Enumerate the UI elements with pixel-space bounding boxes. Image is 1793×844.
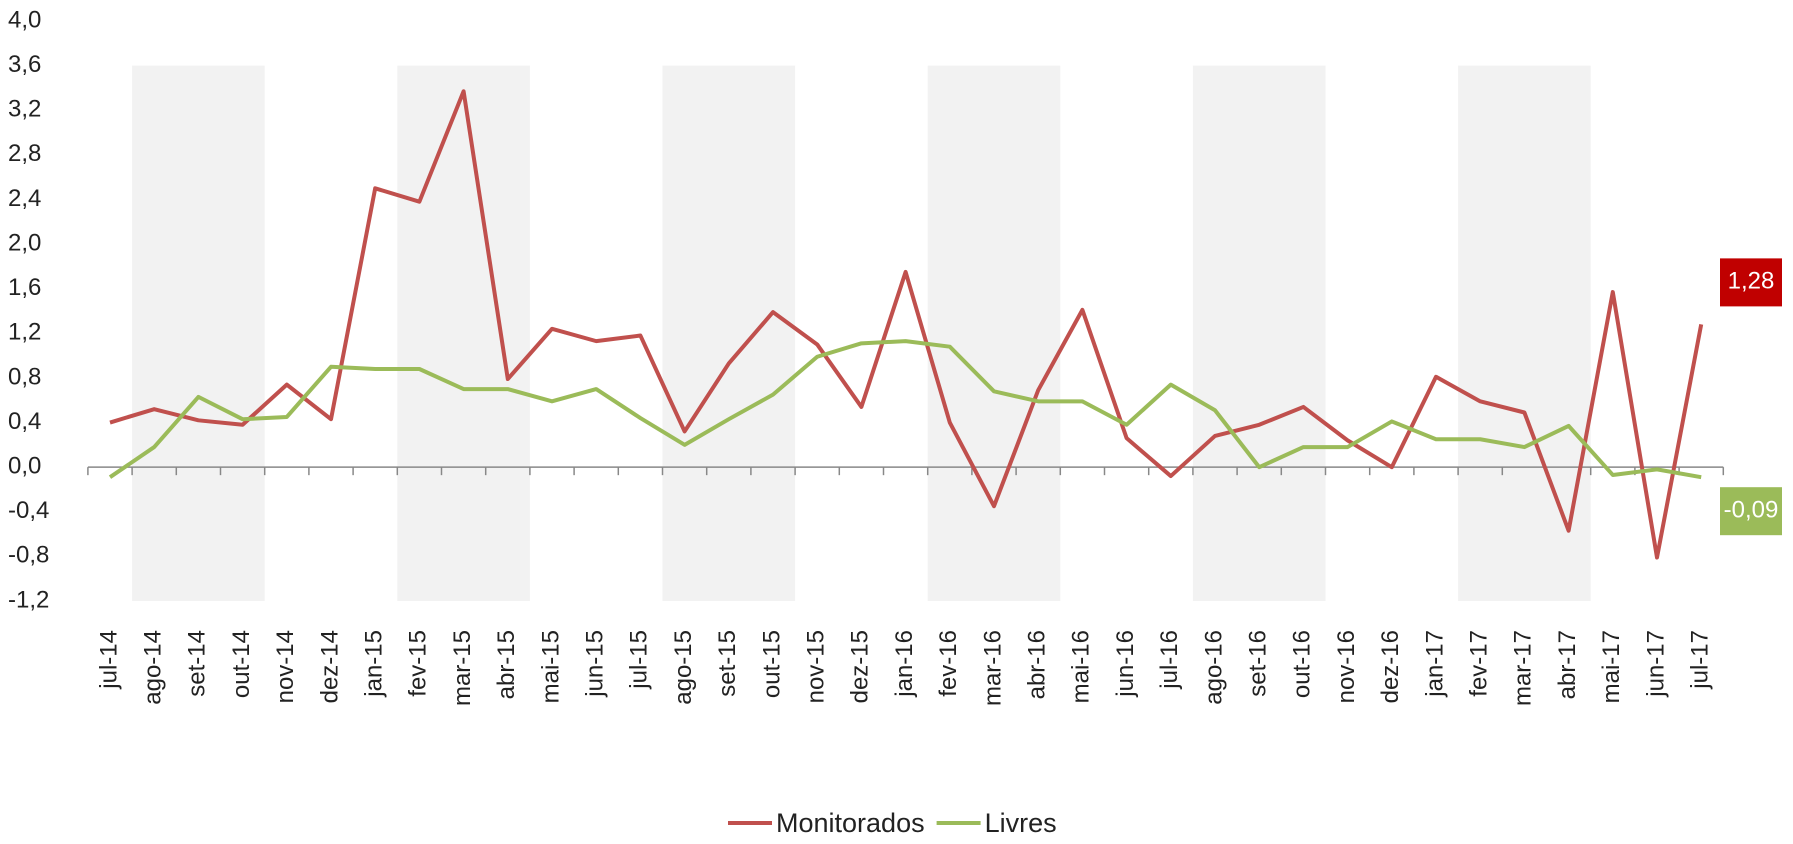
series-line <box>109 89 1704 560</box>
x-tick-label: fev-15 <box>405 630 432 697</box>
y-tick-label: -0,8 <box>8 542 49 569</box>
x-tick-label: nov-16 <box>1333 630 1360 703</box>
x-tick-label: nov-15 <box>803 630 830 703</box>
x-tick-label: ago-15 <box>670 630 697 705</box>
x-tick-label: abr-15 <box>493 630 520 699</box>
x-tick-label: jan-17 <box>1421 630 1448 698</box>
x-tick-label: mar-16 <box>979 630 1006 706</box>
band <box>1458 65 1591 602</box>
y-tick-label: 0,0 <box>8 452 41 479</box>
legend-label: Monitorados <box>776 808 925 838</box>
y-tick-label: 2,8 <box>8 140 41 167</box>
end-label: 1,28 <box>1720 258 1782 307</box>
y-tick-label: 2,0 <box>8 229 41 256</box>
x-tick-label: out-16 <box>1289 630 1316 698</box>
y-tick-label: 1,2 <box>8 319 41 346</box>
y-tick-label: 3,6 <box>8 51 41 78</box>
x-tick-label: dez-16 <box>1377 630 1404 703</box>
end-label-text: 1,28 <box>1728 268 1775 295</box>
x-tick-label: jul-14 <box>95 630 122 690</box>
x-tick-label: jul-17 <box>1687 630 1714 690</box>
y-tick-label: -0,4 <box>8 497 49 524</box>
x-tick-label: set-15 <box>714 630 741 697</box>
series-line <box>108 339 1702 480</box>
x-tick-label: jan-16 <box>891 630 918 698</box>
x-tick-label: jun-16 <box>1112 630 1139 698</box>
band <box>927 65 1061 602</box>
x-tick-label: set-14 <box>184 630 211 697</box>
x-tick-label: mai-17 <box>1598 630 1625 703</box>
x-tick-label: fev-17 <box>1466 630 1493 697</box>
x-tick-label: set-16 <box>1245 630 1272 697</box>
x-tick-label: mar-15 <box>449 630 476 706</box>
y-tick-label: 1,6 <box>8 274 41 301</box>
end-label-text: -0,09 <box>1724 497 1779 524</box>
x-tick-label: ago-16 <box>1200 630 1227 705</box>
end-label-box <box>1720 487 1782 536</box>
x-tick-label: fev-16 <box>935 630 962 697</box>
legend-label: Livres <box>985 808 1057 838</box>
y-tick-label: 2,4 <box>8 185 41 212</box>
x-tick-label: mai-16 <box>1068 630 1095 703</box>
x-tick-label: mar-17 <box>1510 630 1537 706</box>
x-tick-label: nov-14 <box>272 630 299 703</box>
x-tick-label: out-14 <box>228 630 255 698</box>
x-tick-label: jan-15 <box>361 630 388 698</box>
x-tick-label: out-15 <box>758 630 785 698</box>
end-label-box <box>1720 258 1782 307</box>
end-label: -0,09 <box>1720 487 1782 536</box>
y-tick-label: 0,4 <box>8 408 41 435</box>
x-tick-label: ago-14 <box>140 630 167 705</box>
y-tick-label: 0,8 <box>8 363 41 390</box>
band <box>132 65 265 602</box>
x-tick-label: jun-15 <box>582 630 609 698</box>
x-tick-label: jul-16 <box>1156 630 1183 690</box>
x-tick-label: mai-15 <box>537 630 564 703</box>
x-tick-label: dez-14 <box>316 630 343 703</box>
y-tick-label: -1,2 <box>8 586 49 613</box>
band <box>397 65 530 602</box>
x-tick-label: jul-15 <box>626 630 653 690</box>
x-tick-label: abr-17 <box>1554 630 1581 699</box>
x-tick-label: dez-15 <box>847 630 874 703</box>
band <box>1192 65 1326 602</box>
x-tick-label: jun-17 <box>1642 630 1669 698</box>
y-tick-label: 3,2 <box>8 96 41 123</box>
x-tick-label: abr-16 <box>1024 630 1051 699</box>
band <box>662 65 796 602</box>
y-tick-label: 4,0 <box>8 6 41 33</box>
